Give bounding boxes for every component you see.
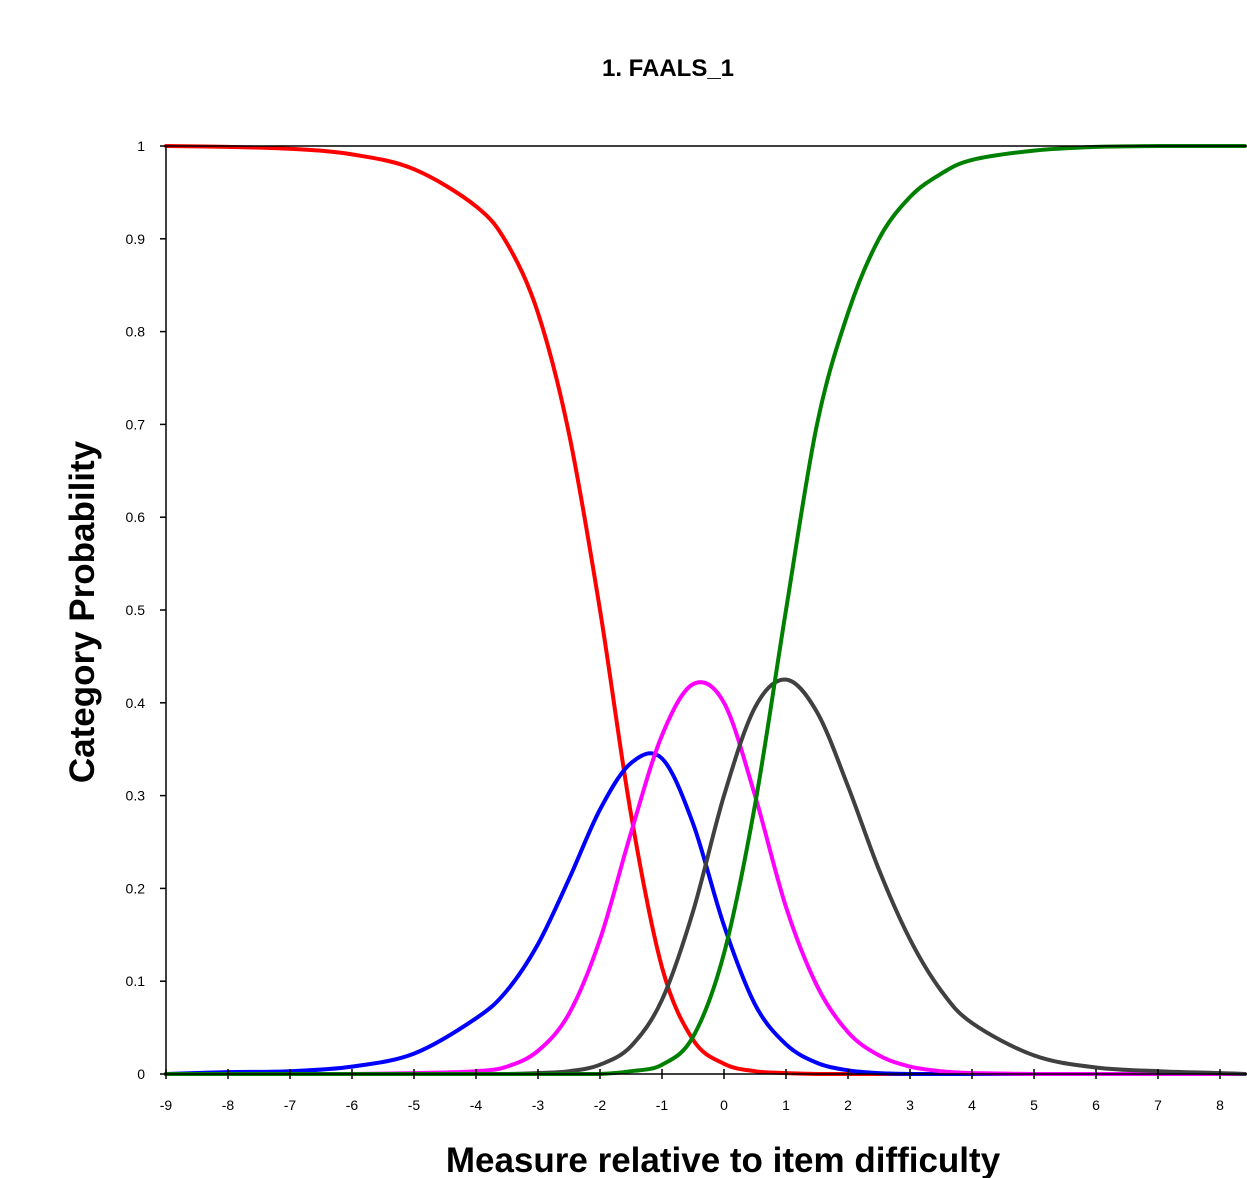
x-tick-label: 7	[1154, 1097, 1162, 1113]
y-tick-label: 0.6	[126, 509, 146, 525]
x-tick-label: -8	[222, 1097, 235, 1113]
chart-title: 1. FAALS_1	[602, 55, 734, 82]
y-tick-label: 0.3	[126, 788, 146, 804]
y-axis-label: Category Probability	[63, 440, 102, 783]
category-4-probability-curve	[164, 144, 1247, 1076]
x-tick-label: 0	[720, 1097, 728, 1113]
category-0-probability-curve	[164, 144, 1247, 1076]
y-tick-label: 0.1	[126, 973, 146, 989]
x-tick-label: 2	[844, 1097, 852, 1113]
x-axis-label: Measure relative to item difficulty	[446, 1141, 1001, 1178]
x-tick-label: -7	[284, 1097, 297, 1113]
x-tick-label: -4	[470, 1097, 483, 1113]
x-tick-label: -3	[532, 1097, 545, 1113]
y-tick-label: 0.4	[126, 695, 146, 711]
category-1-probability-curve	[164, 751, 1247, 1076]
x-tick-label: 1	[782, 1097, 790, 1113]
x-tick-label: -2	[594, 1097, 607, 1113]
axis-layer	[165, 145, 1247, 1075]
x-tick-label: 6	[1092, 1097, 1100, 1113]
y-tick-label: 0.8	[126, 324, 146, 340]
ticks-layer: -9 -8 -7 -6 -5 -4 -3 -2 -1 0 1 2 3 4 5 6 7 8 0 0.1 0.2 0.3 0.4…	[126, 138, 1225, 1113]
x-tick-label: -9	[160, 1097, 173, 1113]
x-tick-label: 4	[968, 1097, 976, 1113]
y-tick-label: 0.9	[126, 231, 146, 247]
x-tick-label: -5	[408, 1097, 421, 1113]
x-tick-label: 8	[1216, 1097, 1224, 1113]
x-tick-label: -1	[656, 1097, 669, 1113]
x-tick-label: -6	[346, 1097, 359, 1113]
y-tick-label: 0.7	[126, 416, 146, 432]
y-tick-label: 0	[137, 1066, 145, 1082]
x-tick-label: 3	[906, 1097, 914, 1113]
y-tick-label: 0.2	[126, 880, 146, 896]
series-layer	[164, 144, 1247, 1076]
y-tick-label: 1	[137, 138, 145, 154]
y-tick-label: 0.5	[126, 602, 146, 618]
x-tick-label: 5	[1030, 1097, 1038, 1113]
